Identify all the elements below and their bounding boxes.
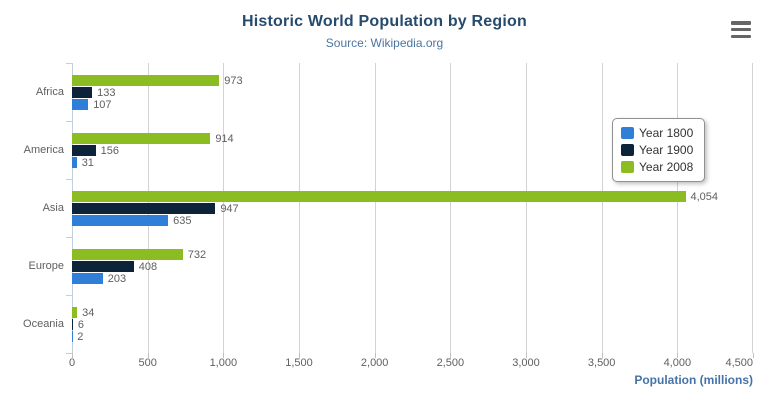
x-axis-label: 2,000: [360, 357, 389, 369]
bar-africa-year-2008[interactable]: [72, 75, 220, 86]
bar-america-year-2008[interactable]: [72, 133, 211, 144]
data-label: 914: [215, 133, 234, 145]
x-axis-tick: [601, 353, 603, 358]
data-label: 107: [93, 99, 112, 111]
bar-africa-year-1900[interactable]: [72, 87, 93, 98]
bar-europe-year-1800[interactable]: [72, 273, 103, 284]
bar-oceania-year-1900[interactable]: [72, 319, 73, 330]
data-label: 31: [81, 157, 94, 169]
data-label: 408: [138, 261, 158, 273]
plot-area: 973 133 107 914 156 31 4,054 947 635 732 408 203 34 6…: [72, 63, 753, 353]
data-label: 973: [224, 75, 243, 87]
gridline: [450, 63, 452, 353]
legend-swatch: [621, 161, 634, 173]
x-axis-label: 2,500: [436, 357, 465, 369]
legend-item-label: Year 2008: [639, 160, 694, 174]
data-label: 2: [77, 331, 84, 343]
bar-asia-year-1800[interactable]: [72, 215, 169, 226]
x-axis-tick: [223, 353, 225, 358]
x-axis-label: 1,500: [285, 357, 313, 369]
legend-item-year-2008[interactable]: Year 2008: [621, 160, 693, 174]
chart-title: Historic World Population by Region: [242, 13, 527, 30]
bar-europe-year-2008[interactable]: [72, 249, 183, 260]
x-axis-tick: [72, 353, 73, 358]
category-label: Asia: [42, 202, 64, 214]
gridline: [752, 63, 753, 353]
category-axis-tick: [66, 237, 72, 238]
x-axis-label: 0: [68, 357, 76, 369]
data-label: 6: [77, 319, 85, 331]
category-axis-tick: [66, 353, 72, 354]
category-label: Europe: [28, 260, 64, 272]
legend-item-year-1900[interactable]: Year 1900: [621, 143, 693, 157]
x-axis-tick: [374, 353, 376, 358]
gridline: [299, 63, 300, 353]
gridline: [601, 63, 603, 353]
data-label: 4,054: [690, 191, 719, 203]
category-label: America: [23, 144, 64, 156]
x-axis-title: Population (millions): [634, 373, 753, 387]
bar-europe-year-1900[interactable]: [72, 261, 134, 272]
x-axis-tick: [299, 353, 300, 358]
hamburger-icon: [731, 21, 751, 25]
data-label: 34: [82, 307, 95, 319]
bar-oceania-year-2008[interactable]: [72, 307, 78, 318]
x-axis-tick: [677, 353, 679, 358]
hamburger-icon: [731, 27, 751, 32]
category-axis-tick: [66, 121, 72, 122]
x-axis-label: 500: [138, 357, 157, 369]
bar-asia-year-2008[interactable]: [72, 191, 686, 202]
x-axis-label: 4,500: [725, 357, 753, 369]
x-axis-label: 3,000: [512, 357, 540, 369]
hamburger-icon: [731, 34, 751, 38]
category-axis-tick: [66, 295, 72, 296]
gridline: [374, 63, 376, 353]
context-menu-button[interactable]: [731, 21, 751, 38]
bar-asia-year-1900[interactable]: [72, 203, 216, 214]
category-label: Africa: [35, 86, 64, 98]
bar-africa-year-1800[interactable]: [72, 99, 89, 110]
legend-item-label: Year 1900: [639, 143, 694, 157]
data-label: 635: [173, 215, 192, 227]
bar-america-year-1900[interactable]: [72, 145, 96, 156]
data-label: 732: [187, 249, 207, 261]
data-label: 203: [107, 273, 127, 285]
x-axis-tick: [526, 353, 527, 358]
chart-subtitle: Source: Wikipedia.org: [325, 36, 444, 50]
legend: Year 1800 Year 1900 Year 2008: [612, 118, 706, 182]
data-label: 133: [97, 87, 116, 99]
x-axis-tick: [147, 353, 149, 358]
legend-item-label: Year 1800: [639, 126, 694, 140]
category-label: Oceania: [23, 318, 64, 330]
gridline: [526, 63, 527, 353]
gridline: [223, 63, 225, 353]
x-axis-label: 3,500: [587, 357, 616, 369]
legend-item-year-1800[interactable]: Year 1800: [621, 126, 693, 140]
x-axis-label: 1,000: [209, 357, 238, 369]
bar-america-year-1800[interactable]: [72, 157, 77, 168]
data-label: 947: [220, 203, 239, 215]
legend-swatch: [621, 144, 634, 156]
legend-swatch: [621, 127, 634, 139]
gridline: [677, 63, 679, 353]
x-axis-label: 4,000: [663, 357, 692, 369]
x-axis-tick: [450, 353, 452, 358]
x-axis-tick: [753, 353, 754, 358]
category-axis-tick: [66, 179, 72, 180]
category-axis-tick: [66, 63, 72, 64]
data-label: 156: [100, 145, 119, 157]
